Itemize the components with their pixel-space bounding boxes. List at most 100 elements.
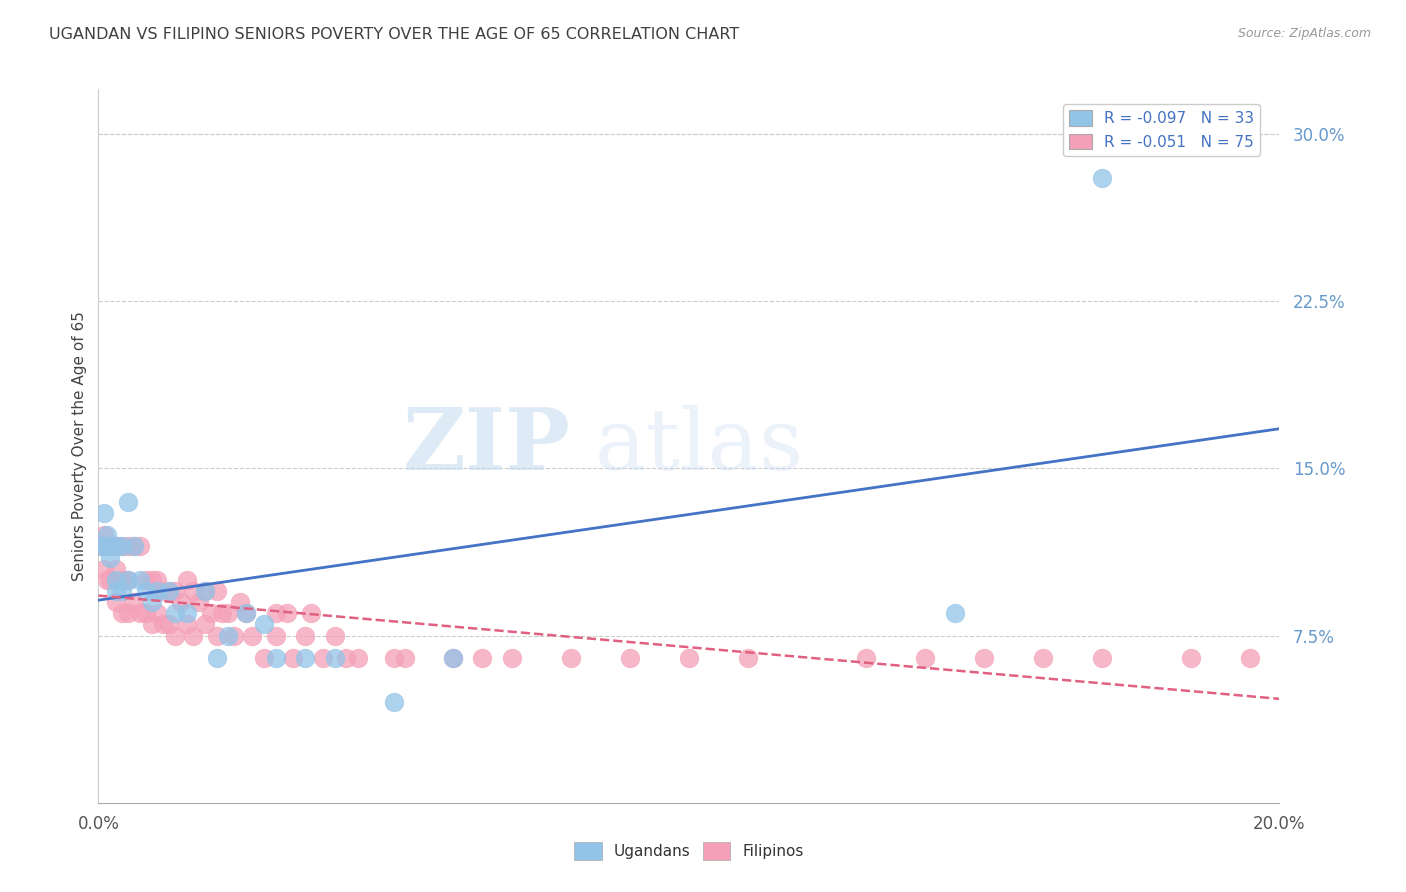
Point [146,573,169,587]
Point [146,583,169,598]
Point [122,595,145,609]
Text: ZIP: ZIP [404,404,571,488]
Point [157,583,180,598]
Point [323,628,346,642]
Point [299,607,322,621]
Point [253,651,276,665]
Point [200,607,222,621]
Point [382,696,405,710]
Point [117,573,139,587]
Point [264,628,287,642]
Point [128,573,150,587]
Point [276,607,298,621]
Point [98,550,121,565]
Point [105,539,128,553]
Point [90,539,112,553]
Point [217,628,239,642]
Point [205,628,228,642]
Point [105,573,128,587]
Point [128,607,150,621]
Point [165,628,187,642]
Point [93,539,115,553]
Point [122,539,145,553]
Point [117,539,139,553]
Point [165,583,187,598]
Point [264,607,287,621]
Legend: Ugandans, Filipinos: Ugandans, Filipinos [568,836,810,866]
Point [90,539,112,553]
Point [141,595,163,609]
Point [111,539,134,553]
Point [973,651,995,665]
Point [105,562,128,576]
Point [194,583,217,598]
Point [1091,651,1114,665]
Point [152,583,174,598]
Point [205,651,228,665]
Point [135,573,157,587]
Point [141,573,163,587]
Point [943,607,966,621]
Point [501,651,523,665]
Point [211,607,233,621]
Point [224,628,246,642]
Point [441,651,464,665]
Point [105,595,128,609]
Point [382,651,405,665]
Point [152,617,174,632]
Point [93,562,115,576]
Point [176,607,198,621]
Text: UGANDAN VS FILIPINO SENIORS POVERTY OVER THE AGE OF 65 CORRELATION CHART: UGANDAN VS FILIPINO SENIORS POVERTY OVER… [49,27,740,42]
Point [165,607,187,621]
Point [187,595,209,609]
Point [117,607,139,621]
Point [96,573,118,587]
Point [111,573,134,587]
Point [312,651,335,665]
Point [619,651,641,665]
Point [294,651,316,665]
Point [253,617,276,632]
Point [176,617,198,632]
Point [264,651,287,665]
Point [98,539,121,553]
Point [560,651,582,665]
Point [157,583,180,598]
Point [111,607,134,621]
Point [122,539,145,553]
Point [135,607,157,621]
Point [111,583,134,598]
Point [1091,171,1114,186]
Point [471,651,494,665]
Point [128,539,150,553]
Point [347,651,370,665]
Point [117,573,139,587]
Point [146,607,169,621]
Text: atlas: atlas [595,404,804,488]
Point [1032,651,1054,665]
Point [194,583,217,598]
Point [98,573,121,587]
Point [157,617,180,632]
Y-axis label: Seniors Poverty Over the Age of 65: Seniors Poverty Over the Age of 65 [72,311,87,581]
Point [181,583,204,598]
Point [194,617,217,632]
Point [176,573,198,587]
Point [335,651,357,665]
Point [855,651,877,665]
Point [235,607,257,621]
Point [135,583,157,598]
Point [914,651,936,665]
Point [323,651,346,665]
Point [105,583,128,598]
Point [283,651,305,665]
Point [93,528,115,542]
Point [441,651,464,665]
Point [240,628,263,642]
Point [105,539,128,553]
Point [170,595,193,609]
Point [117,494,139,508]
Point [737,651,759,665]
Point [141,617,163,632]
Point [111,539,134,553]
